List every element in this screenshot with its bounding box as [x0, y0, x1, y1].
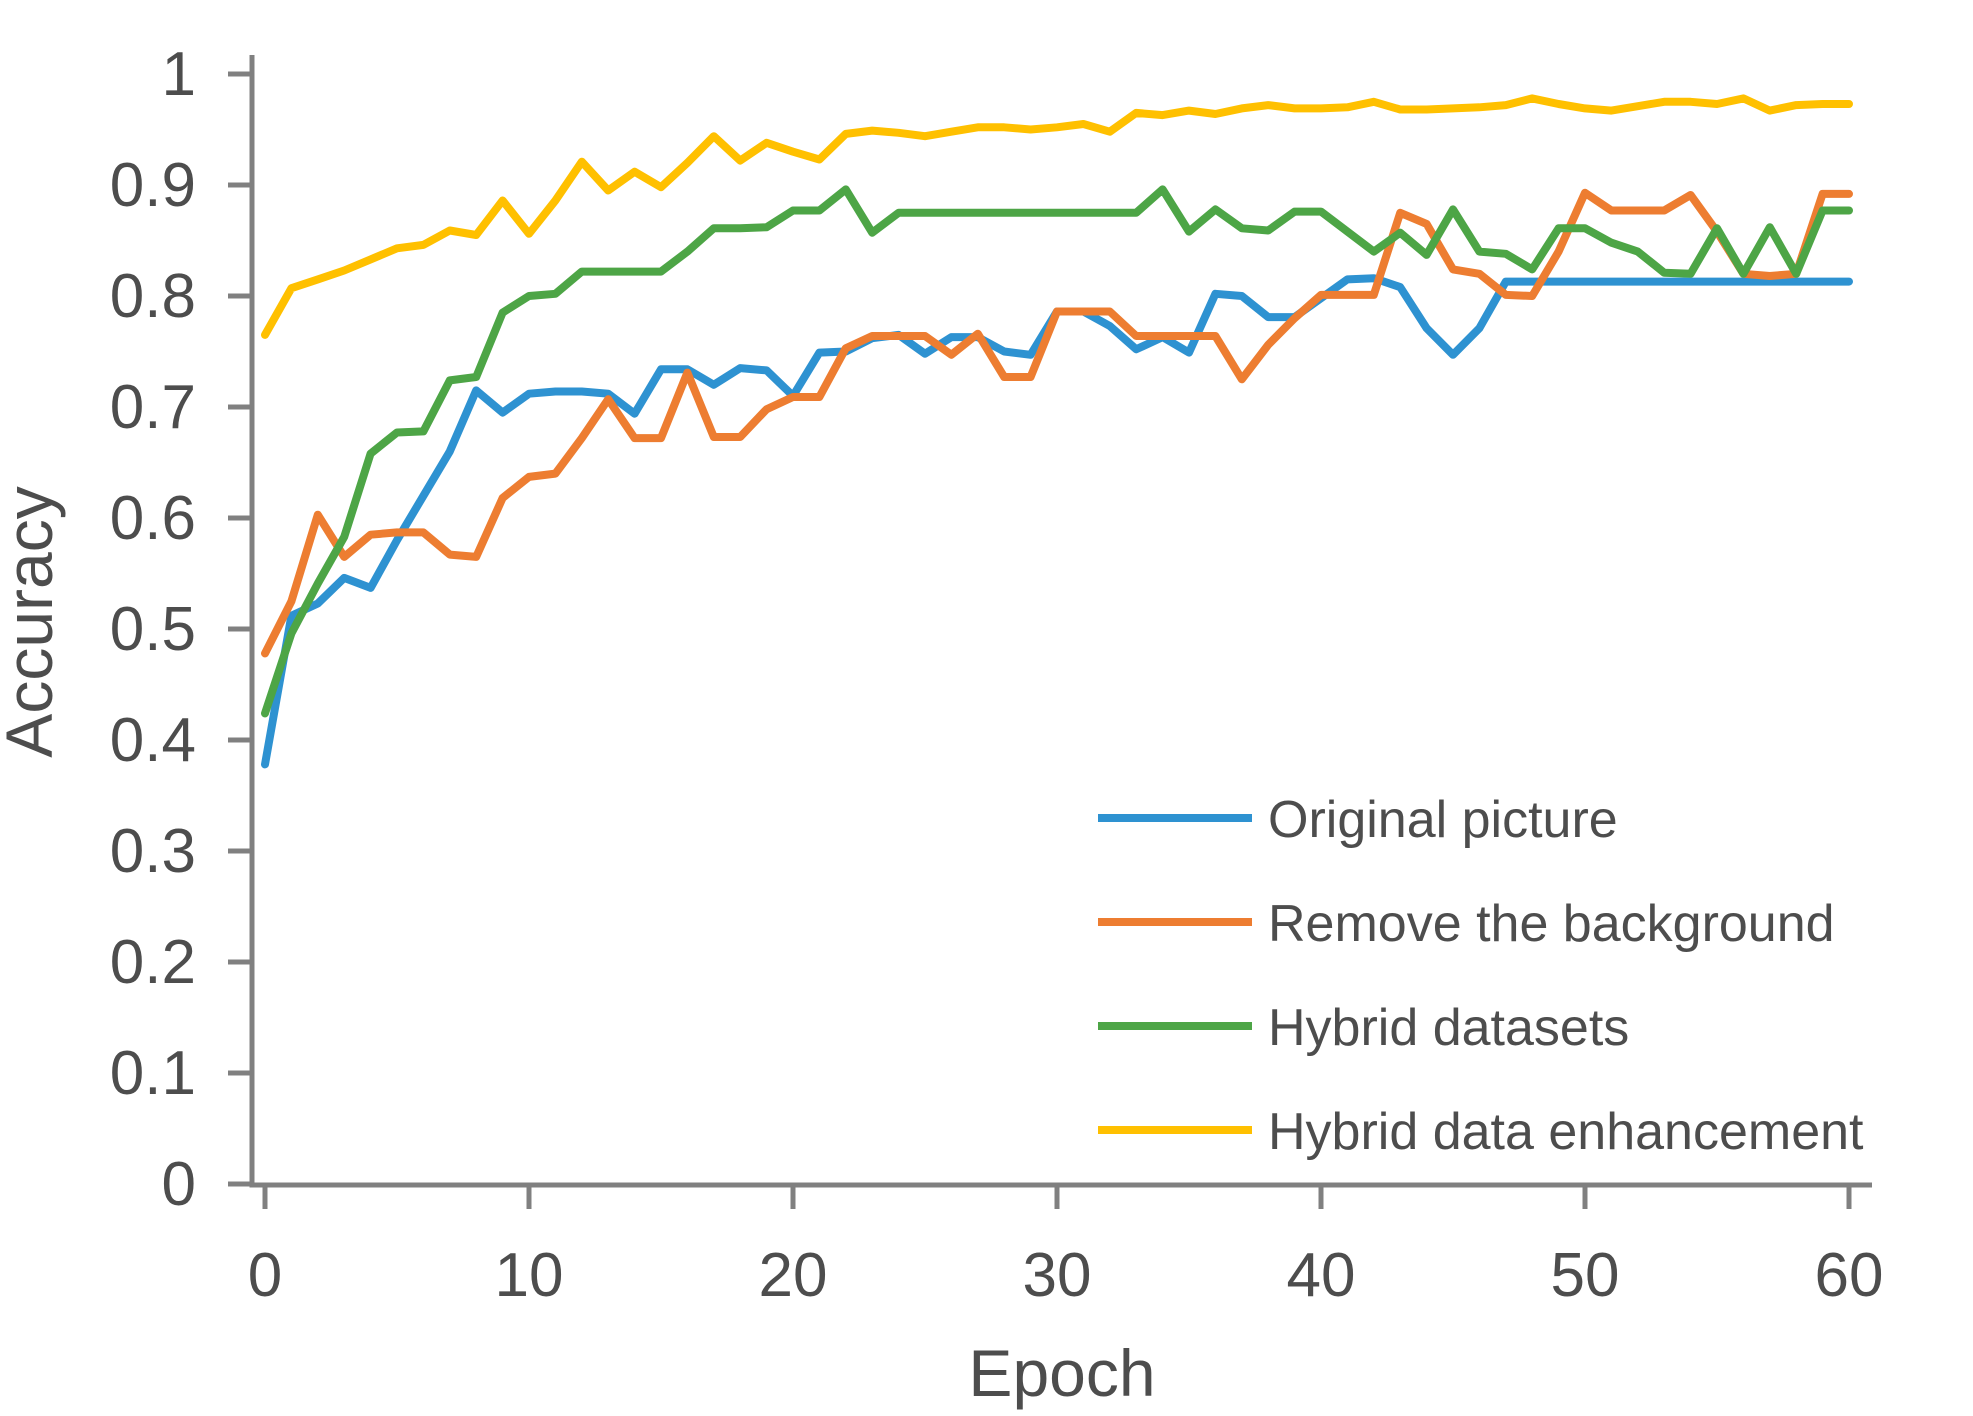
- y-tick-label: 0.5: [110, 595, 196, 664]
- legend-item-hybrid-data-enhancement: Hybrid data enhancement: [1098, 1103, 1864, 1161]
- line-hybrid-data-enhancement: [261, 94, 1853, 339]
- legend-item-hybrid-datasets: Hybrid datasets: [1098, 999, 1629, 1057]
- y-tick-label: 0.1: [110, 1039, 196, 1108]
- x-tick-label: 10: [495, 1241, 564, 1310]
- x-tick-label: 20: [759, 1241, 828, 1310]
- y-tick-label: 0.9: [110, 151, 196, 220]
- line-hybrid-datasets: [261, 185, 1853, 718]
- legend-item-original-picture: Original picture: [1098, 791, 1618, 849]
- y-tick-label: 0.3: [110, 817, 196, 886]
- data-lines: [261, 94, 1853, 769]
- x-tick-label: 60: [1815, 1241, 1884, 1310]
- legend-label: Remove the background: [1268, 895, 1835, 953]
- legend-label: Hybrid data enhancement: [1268, 1103, 1864, 1161]
- y-tick-label: 0.8: [110, 262, 196, 331]
- y-tick-label: 0.7: [110, 373, 196, 442]
- legend-item-remove-the-background: Remove the background: [1098, 895, 1835, 953]
- y-tick-label: 1: [162, 40, 196, 109]
- y-axis-title: Accuracy: [0, 486, 66, 757]
- legend: Original picture Remove the background Hyb…: [1098, 791, 1864, 1161]
- x-tick-label: 40: [1287, 1241, 1356, 1310]
- axis-tick-labels: 00.10.20.30.40.50.60.70.80.910 10 20 30 40 50…: [110, 40, 1884, 1310]
- y-tick-label: 0.6: [110, 484, 196, 553]
- x-axis-title: Epoch: [968, 1336, 1155, 1410]
- axes: [249, 55, 1872, 1188]
- y-tick-label: 0: [162, 1150, 196, 1219]
- legend-label: Hybrid datasets: [1268, 999, 1629, 1057]
- axis-ticks: [228, 71, 1852, 1209]
- line-original-picture: [261, 274, 1853, 769]
- x-tick-label: 30: [1023, 1241, 1092, 1310]
- legend-label: Original picture: [1268, 791, 1618, 849]
- y-tick-label: 0.2: [110, 928, 196, 997]
- line-remove-the-background: [261, 188, 1853, 658]
- x-tick-label: 0: [248, 1241, 282, 1310]
- y-tick-label: 0.4: [110, 706, 196, 775]
- x-tick-label: 50: [1551, 1241, 1620, 1310]
